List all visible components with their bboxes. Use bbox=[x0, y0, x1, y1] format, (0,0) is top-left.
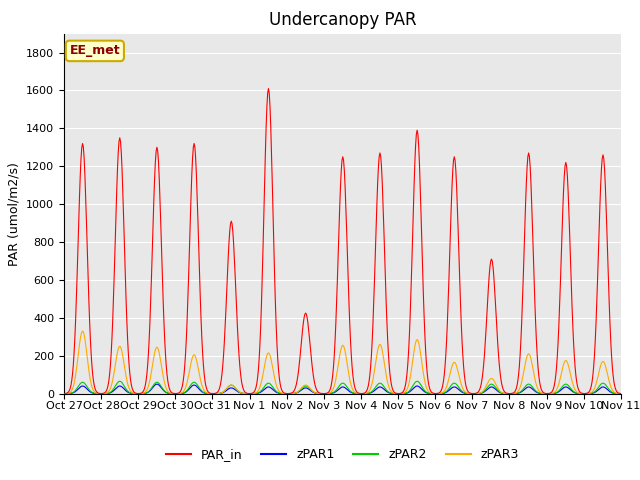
Text: EE_met: EE_met bbox=[70, 44, 120, 58]
Legend: PAR_in, zPAR1, zPAR2, zPAR3: PAR_in, zPAR1, zPAR2, zPAR3 bbox=[161, 443, 524, 466]
Y-axis label: PAR (umol/m2/s): PAR (umol/m2/s) bbox=[8, 162, 20, 265]
Title: Undercanopy PAR: Undercanopy PAR bbox=[269, 11, 416, 29]
